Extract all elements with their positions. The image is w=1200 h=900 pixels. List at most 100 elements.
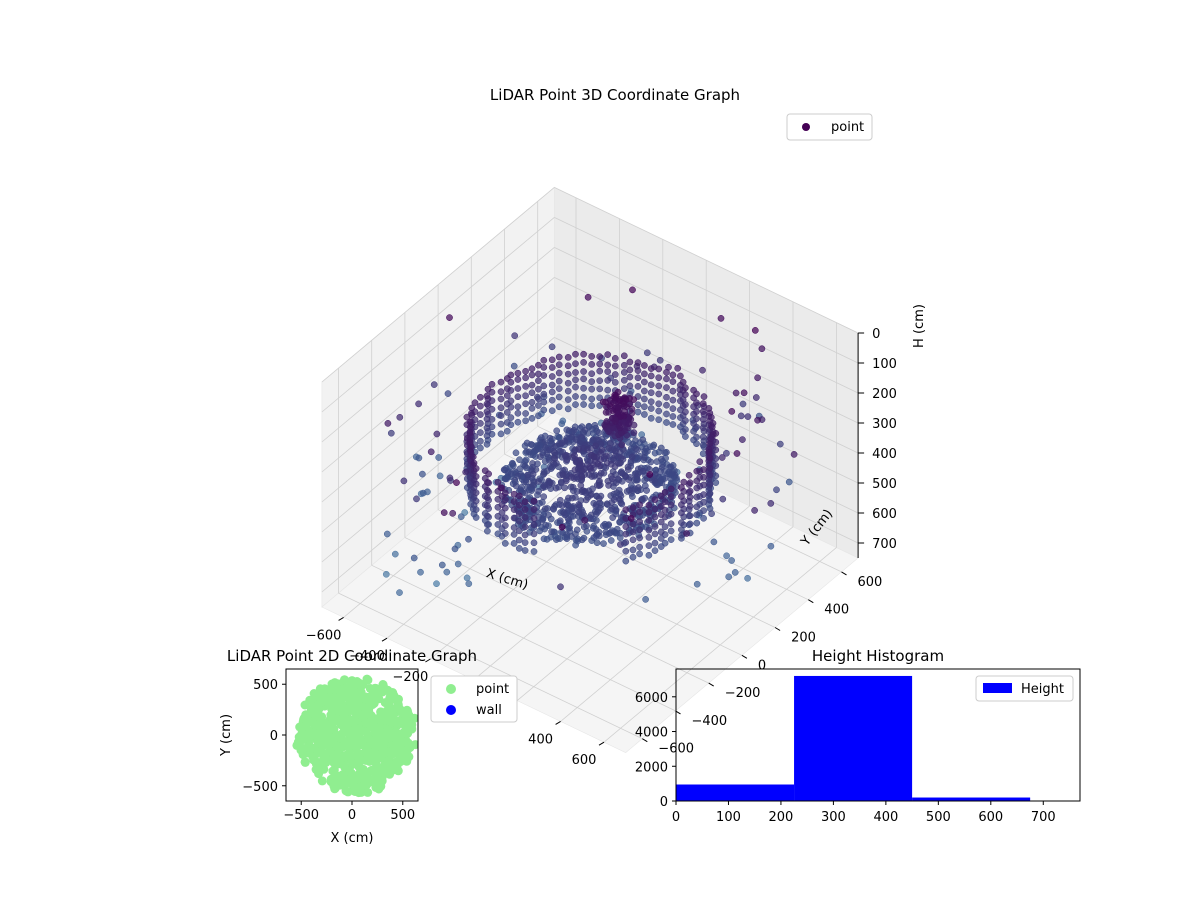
- data-point-2d: [378, 680, 388, 689]
- data-point-3d: [683, 530, 690, 537]
- data-point-3d: [572, 541, 579, 549]
- data-point-3d: [555, 385, 563, 392]
- data-point-2d: [311, 720, 321, 730]
- y-tick-label-3d: 600: [858, 575, 883, 590]
- x-tick-label-hist: 400: [873, 810, 898, 825]
- data-point-3d: [511, 332, 519, 340]
- data-point-3d: [634, 408, 642, 416]
- data-point-3d: [484, 512, 491, 520]
- data-point-2d: [307, 743, 317, 753]
- data-point-3d: [528, 365, 536, 373]
- data-point-3d: [655, 382, 663, 390]
- data-point-3d: [588, 378, 596, 385]
- data-point-3d: [693, 503, 701, 511]
- data-point-3d: [700, 491, 707, 498]
- data-point-3d: [483, 440, 491, 448]
- data-point-3d: [566, 524, 573, 532]
- data-point-3d: [693, 433, 700, 441]
- data-point-3d: [626, 366, 634, 374]
- data-point-3d: [717, 315, 725, 322]
- y-tick-3d: [642, 738, 648, 743]
- data-point-2d: [331, 783, 340, 793]
- data-point-3d: [663, 375, 670, 383]
- data-point-3d: [535, 377, 542, 385]
- data-point-3d: [641, 387, 648, 395]
- data-point-3d: [641, 370, 648, 378]
- x-tick-3d: [425, 658, 431, 663]
- data-point-3d: [548, 343, 556, 351]
- y-tick-label-hist: 2000: [635, 760, 668, 775]
- data-point-3d: [651, 496, 659, 503]
- data-point-3d: [580, 368, 587, 375]
- data-point-3d: [535, 370, 542, 378]
- data-point-2d: [391, 728, 401, 737]
- y-tick-label-hist: 4000: [635, 726, 668, 741]
- data-point-3d: [588, 473, 596, 480]
- data-point-2d: [372, 781, 382, 791]
- data-point-3d: [617, 541, 624, 548]
- data-point-3d: [436, 472, 444, 480]
- data-point-3d: [572, 350, 579, 358]
- x-tick-label-hist: 600: [978, 810, 1003, 825]
- data-point-2d: [304, 734, 314, 744]
- data-point-3d: [419, 470, 426, 478]
- chart-3d-zlabel: H (cm): [912, 304, 927, 348]
- grid-z-left: [321, 307, 555, 503]
- data-point-3d: [699, 441, 707, 449]
- data-point-3d: [435, 454, 443, 461]
- x-tick-label-2d: 500: [390, 808, 415, 823]
- data-point-3d: [728, 408, 736, 415]
- data-point-3d: [484, 486, 491, 494]
- data-point-3d: [674, 364, 682, 372]
- data-point-3d: [700, 473, 707, 481]
- data-point-3d: [646, 471, 654, 478]
- data-point-3d: [657, 543, 665, 550]
- data-point-3d: [535, 487, 542, 495]
- data-point-3d: [663, 393, 670, 401]
- data-point-3d: [521, 523, 529, 531]
- data-point-3d: [663, 410, 670, 418]
- data-point-3d: [494, 478, 502, 486]
- chart-2d-title: LiDAR Point 2D Coordinate Graph: [227, 647, 477, 665]
- data-point-3d: [540, 535, 548, 543]
- data-point-3d: [776, 440, 784, 448]
- legend-2d-wall-marker: [446, 705, 456, 715]
- data-point-3d: [739, 400, 747, 408]
- chart-hist-legend-box: [975, 675, 1074, 702]
- data-point-3d: [451, 545, 459, 553]
- data-point-3d: [540, 470, 548, 477]
- data-point-2d: [305, 695, 315, 705]
- data-point-3d: [706, 454, 714, 462]
- data-point-3d: [501, 504, 509, 512]
- data-point-3d: [651, 530, 659, 538]
- data-point-3d: [552, 484, 560, 492]
- data-point-3d: [512, 449, 520, 457]
- data-point-3d: [767, 542, 775, 550]
- data-point-3d: [754, 374, 761, 382]
- data-point-3d: [555, 353, 563, 361]
- data-point-2d: [338, 770, 348, 780]
- data-point-3d: [655, 407, 663, 415]
- data-point-3d: [554, 433, 562, 441]
- data-point-3d: [645, 526, 653, 534]
- data-point-3d: [501, 530, 509, 537]
- data-point-3d: [699, 416, 707, 423]
- data-point-3d: [699, 400, 707, 407]
- z-tick-label-3d: 0: [872, 327, 880, 342]
- data-point-3d: [645, 551, 653, 559]
- data-point-3d: [410, 554, 418, 562]
- data-point-3d: [641, 362, 648, 369]
- data-point-3d: [521, 489, 529, 497]
- data-point-3d: [548, 388, 556, 396]
- data-point-3d: [647, 398, 655, 406]
- data-point-3d: [564, 354, 572, 361]
- y-tick-label-2d: 0: [270, 729, 278, 744]
- chart-3d-legend: point: [786, 113, 873, 141]
- data-point-3d: [667, 493, 675, 500]
- x-tick-label-hist: 200: [769, 810, 794, 825]
- z-tick-label-3d: 500: [872, 477, 897, 492]
- data-point-3d: [444, 390, 452, 397]
- data-point-3d: [503, 375, 511, 382]
- y-tick-3d: [741, 654, 748, 659]
- data-point-3d: [530, 530, 538, 538]
